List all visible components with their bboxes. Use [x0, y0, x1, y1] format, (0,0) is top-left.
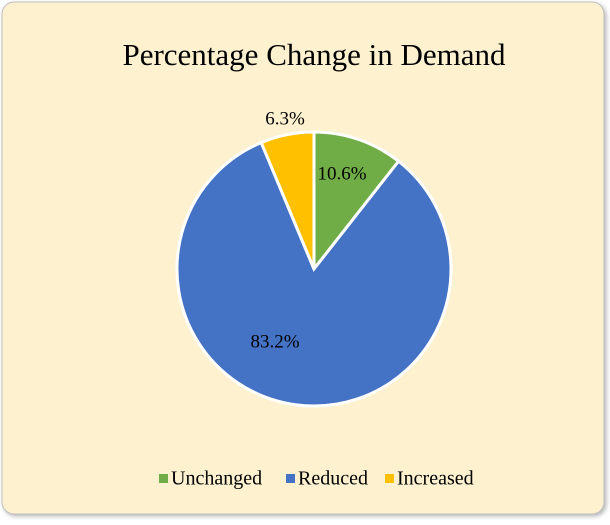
pie-slice — [175, 140, 453, 408]
legend-label: Unchanged — [171, 468, 262, 490]
legend: Unchanged Reduced Increased — [159, 468, 474, 490]
legend-label: Increased — [397, 468, 474, 490]
pie-slice — [259, 130, 316, 270]
chart-title: Percentage Change in Demand — [122, 37, 506, 72]
legend-swatch — [286, 474, 295, 483]
pie-slice — [312, 130, 401, 274]
legend-swatch — [385, 474, 394, 483]
data-label: 10.6% — [317, 163, 366, 184]
data-label: 83.2% — [250, 331, 299, 352]
legend-swatch — [159, 474, 168, 483]
pie: 10.6% 83.2% 6.3% — [175, 108, 453, 408]
data-label: 6.3% — [265, 108, 305, 129]
legend-label: Reduced — [298, 468, 368, 490]
